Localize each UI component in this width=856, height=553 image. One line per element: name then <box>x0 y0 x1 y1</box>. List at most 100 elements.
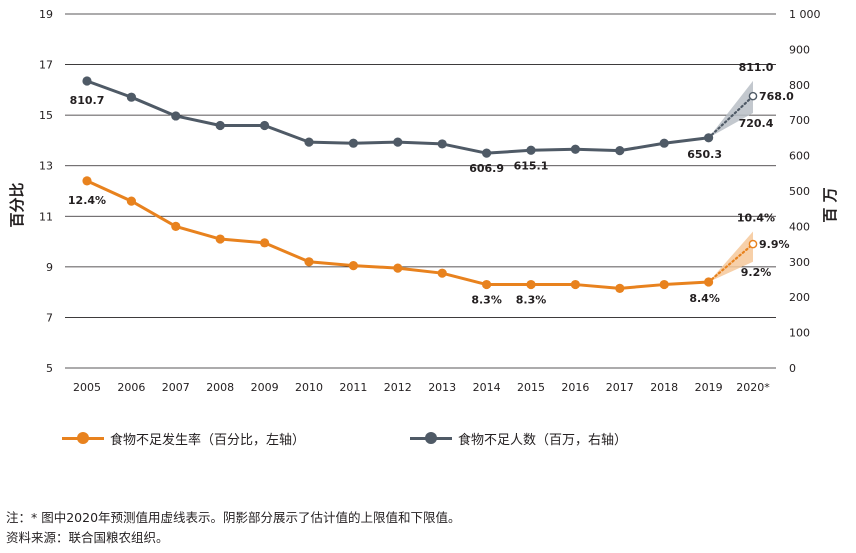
data-labels: 12.4% 8.3% 8.3% 8.4% 10.4% 9.9% 9.2% 810.7 606.9… <box>68 61 794 307</box>
data-point-people <box>348 138 358 148</box>
axis-titles: 百分比 百 万 <box>8 182 839 227</box>
data-label-rate: 9.2% <box>741 266 772 279</box>
right-tick-label: 300 <box>789 256 810 269</box>
left-tick-label: 19 <box>39 8 53 21</box>
x-tick-label: 2014 <box>473 381 501 394</box>
x-tick-label: 2005 <box>73 381 101 394</box>
data-point-people <box>304 137 314 147</box>
legend-swatch-people <box>410 432 452 444</box>
data-point-people <box>437 139 447 149</box>
projection-band-people <box>708 80 753 138</box>
data-label-rate: 8.4% <box>689 292 720 305</box>
data-point-people <box>126 92 136 102</box>
data-point-people <box>570 144 581 154</box>
data-point-rate <box>704 277 714 287</box>
legend-label-rate: 食物不足发生率（百分比，左轴） <box>110 432 306 448</box>
data-point-people <box>704 133 714 143</box>
data-point-rate <box>348 260 358 271</box>
data-point-rate <box>526 279 536 290</box>
x-tick-label: 2013 <box>428 381 456 394</box>
left-axis-title: 百分比 <box>8 182 26 227</box>
x-tick-label: 2011 <box>339 381 367 394</box>
x-tick-label: 2017 <box>606 381 634 394</box>
x-tick-label: 2008 <box>206 381 234 394</box>
left-tick-label: 15 <box>39 109 53 122</box>
x-tick-label: 2019 <box>695 381 723 394</box>
data-point-rate <box>393 263 403 273</box>
legend-swatch-rate <box>62 432 104 444</box>
data-point-rate-projected <box>748 239 758 249</box>
right-tick-label: 600 <box>789 150 810 163</box>
data-point-people <box>393 137 403 147</box>
data-point-rate <box>171 221 181 231</box>
data-label-people: 768.0 <box>759 90 794 103</box>
data-point-people <box>659 138 669 148</box>
note-text: 注：* 图中2020年预测值用虚线表示。阴影部分展示了估计值的上限值和下限值。 <box>6 510 461 525</box>
notes: 注：* 图中2020年预测值用虚线表示。阴影部分展示了估计值的上限值和下限值。 … <box>6 508 461 548</box>
chart: 5 7 9 11 13 15 17 19 0 100 200 300 400 500 600 700 800 90… <box>8 8 839 394</box>
data-point-rate <box>615 283 625 293</box>
data-point-rate <box>482 279 492 290</box>
legend-item-people: 食物不足人数（百万，右轴） <box>410 428 627 448</box>
right-tick-label: 100 <box>789 327 810 340</box>
left-tick-label: 13 <box>39 160 53 173</box>
data-point-people <box>482 148 492 158</box>
data-point-rate <box>82 176 92 186</box>
right-tick-label: 200 <box>789 291 810 304</box>
right-axis-title: 百 万 <box>821 187 839 222</box>
series-lines <box>86 79 755 290</box>
data-point-rate <box>260 238 270 248</box>
right-tick-label: 900 <box>789 43 810 56</box>
x-tick-label: 2012 <box>384 381 412 394</box>
left-tick-label: 11 <box>39 210 53 223</box>
projection-line-people <box>707 95 755 139</box>
data-label-people: 650.3 <box>687 148 722 161</box>
data-point-rate <box>304 257 314 267</box>
data-point-rate <box>570 279 581 290</box>
data-label-people: 606.9 <box>469 162 504 175</box>
data-point-people <box>215 120 225 131</box>
x-tick-label: 2016 <box>561 381 589 394</box>
x-tick-label: 2006 <box>117 381 145 394</box>
x-tick-label: 2015 <box>517 381 545 394</box>
legend-label-people: 食物不足人数（百万，右轴） <box>458 432 628 448</box>
tick-labels: 5 7 9 11 13 15 17 19 0 100 200 300 400 500 600 700 800 90… <box>39 8 821 394</box>
right-tick-label: 0 <box>789 362 796 375</box>
series-points <box>82 76 758 293</box>
projection-bands <box>708 80 753 283</box>
x-tick-label: 2010 <box>295 381 323 394</box>
data-point-people-projected <box>748 91 758 101</box>
data-point-rate <box>437 268 447 278</box>
right-tick-label: 700 <box>789 114 810 127</box>
data-label-rate: 12.4% <box>68 194 106 207</box>
data-label-rate: 9.9% <box>759 238 790 251</box>
legend-item-rate: 食物不足发生率（百分比，左轴） <box>62 428 305 448</box>
data-point-rate <box>126 196 136 206</box>
data-label-rate: 10.4% <box>737 211 775 224</box>
data-point-people <box>615 146 625 156</box>
data-label-people: 720.4 <box>739 117 774 130</box>
left-tick-label: 17 <box>39 59 53 72</box>
data-point-people <box>260 120 270 131</box>
left-tick-label: 5 <box>46 362 53 375</box>
right-tick-label: 1 000 <box>789 8 821 21</box>
right-tick-label: 500 <box>789 185 810 198</box>
right-tick-label: 400 <box>789 220 810 233</box>
projection-line-rate <box>707 243 755 284</box>
data-point-people <box>526 145 536 155</box>
projection-band-rate <box>708 231 753 283</box>
x-tick-label: 2007 <box>162 381 190 394</box>
x-tick-label: 2009 <box>251 381 279 394</box>
data-label-people: 811.0 <box>739 61 774 74</box>
data-point-rate <box>659 279 669 290</box>
left-tick-label: 7 <box>46 311 53 324</box>
data-point-people <box>171 111 181 121</box>
source-text: 资料来源：联合国粮农组织。 <box>6 530 169 545</box>
data-label-rate: 8.3% <box>471 294 502 307</box>
data-label-people: 615.1 <box>514 159 549 172</box>
gridlines <box>65 13 776 369</box>
right-tick-label: 800 <box>789 79 810 92</box>
data-label-rate: 8.3% <box>516 294 547 307</box>
data-label-people: 810.7 <box>70 94 105 107</box>
x-tick-label: 2020* <box>736 381 770 394</box>
